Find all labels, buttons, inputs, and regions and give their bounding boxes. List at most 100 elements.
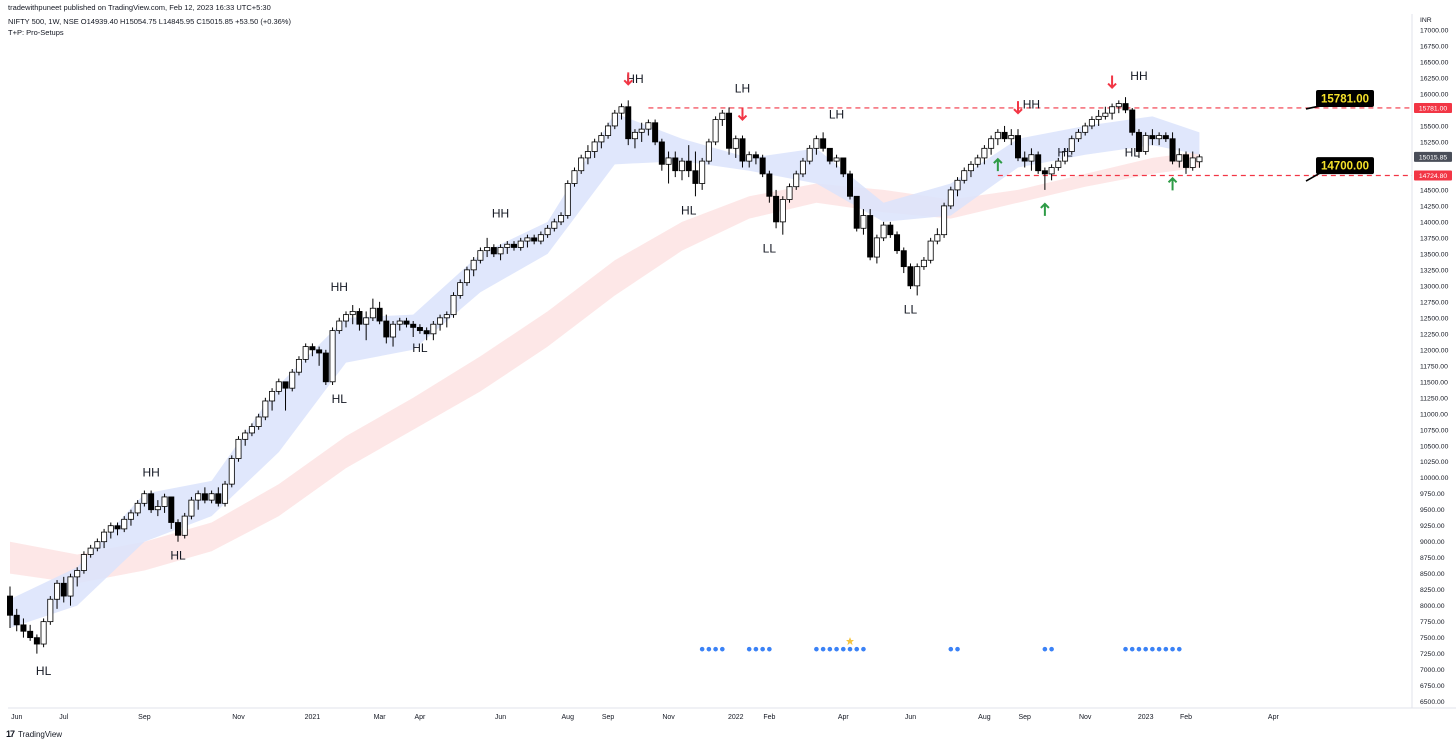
- x-tick-label: Jun: [495, 714, 506, 721]
- candle-body: [1162, 135, 1169, 140]
- y-tick-label: 12000.00: [1420, 347, 1449, 354]
- candle-body: [201, 493, 208, 501]
- candle-body: [1001, 131, 1008, 140]
- candle-body: [1142, 135, 1149, 152]
- candle-body: [67, 576, 74, 597]
- candle-body: [410, 323, 417, 328]
- signal-dot: [955, 646, 960, 652]
- candle-body: [1035, 154, 1042, 172]
- candle-body: [275, 381, 282, 392]
- candle-body: [685, 160, 692, 172]
- candle-body: [1196, 156, 1203, 163]
- candle-body: [598, 135, 605, 143]
- x-tick-label: Nov: [1079, 714, 1092, 721]
- candle-body: [1095, 115, 1102, 120]
- price-axis-bg: [1412, 0, 1456, 708]
- candle-body: [705, 141, 712, 162]
- x-tick-label: Jun: [905, 714, 916, 721]
- candle-body: [712, 119, 719, 143]
- candle-body: [282, 381, 289, 389]
- candle-body: [336, 320, 343, 332]
- candle-body: [813, 138, 820, 149]
- candle-body: [1062, 151, 1069, 162]
- candle-body: [416, 327, 423, 332]
- up-arrow-icon: [1167, 176, 1178, 191]
- candle-body: [403, 320, 410, 325]
- candle-body: [349, 311, 356, 316]
- candle-body: [40, 621, 47, 645]
- y-tick-label: 15250.00: [1420, 139, 1449, 146]
- candle-body: [329, 330, 336, 383]
- candle-body: [988, 138, 995, 149]
- signal-dot: [767, 646, 772, 652]
- tradingview-logo-icon: 17: [6, 729, 15, 739]
- y-tick-label: 12250.00: [1420, 331, 1449, 338]
- candle-body: [692, 170, 699, 184]
- candle-body: [887, 224, 894, 236]
- x-tick-label: Jul: [59, 714, 68, 721]
- candle-body: [121, 518, 128, 530]
- candle-body: [289, 371, 296, 389]
- candle-body: [558, 215, 565, 223]
- swing-label: HL: [1057, 146, 1073, 160]
- candle-body: [578, 157, 585, 172]
- candle-body: [840, 157, 847, 175]
- candle-body: [799, 160, 806, 175]
- candle-body: [638, 128, 645, 133]
- candle-body: [316, 349, 323, 354]
- swing-label: HL: [332, 392, 348, 406]
- candle-body: [699, 160, 706, 184]
- signal-dot: [746, 646, 752, 652]
- signal-dot: [1170, 646, 1175, 652]
- y-tick-label: 14500.00: [1420, 187, 1449, 194]
- candle-body: [793, 173, 800, 188]
- candle-body: [188, 499, 195, 517]
- candle-body: [847, 173, 854, 197]
- candle-body: [914, 266, 921, 287]
- x-tick-label: 2022: [728, 714, 744, 721]
- y-tick-label: 15500.00: [1420, 123, 1449, 130]
- candle-body: [833, 157, 840, 162]
- candle-body: [786, 186, 793, 200]
- signal-dot: [1156, 646, 1162, 652]
- candle-body: [947, 189, 954, 207]
- candle-body: [309, 346, 316, 351]
- candle-body: [766, 173, 773, 197]
- tradingview-brand[interactable]: 17 TradingView: [6, 729, 62, 739]
- candle-body: [208, 493, 215, 501]
- candle-body: [531, 237, 538, 242]
- candle-body: [148, 493, 155, 511]
- down-arrow-icon: [1013, 101, 1023, 115]
- candle-body: [954, 179, 961, 191]
- candle-body: [860, 215, 867, 229]
- candle-body: [880, 224, 887, 239]
- up-arrow-icon: [1040, 202, 1050, 216]
- candle-body: [1021, 157, 1028, 162]
- candle-body: [484, 247, 491, 252]
- candle-body: [54, 582, 61, 600]
- candle-body: [322, 352, 329, 383]
- price-label: 15015.85: [1419, 154, 1448, 161]
- candle-body: [1102, 112, 1109, 117]
- candle-body: [981, 147, 988, 159]
- y-tick-label: 7750.00: [1420, 619, 1445, 626]
- candle-body: [127, 512, 134, 520]
- swing-label: LL: [904, 302, 918, 316]
- candle-body: [1088, 119, 1095, 127]
- candle-body: [1122, 103, 1129, 111]
- candle-body: [1055, 160, 1062, 168]
- signal-dot: [1163, 646, 1169, 652]
- signal-dot: [1150, 646, 1155, 652]
- callout-box: [1316, 157, 1374, 175]
- candle-body: [941, 205, 948, 236]
- y-tick-label: 11500.00: [1420, 379, 1448, 386]
- candle-body: [463, 269, 470, 284]
- candle-body: [1008, 135, 1015, 140]
- signal-dot: [847, 646, 853, 652]
- y-tick-label: 11750.00: [1420, 363, 1448, 370]
- candle-body: [934, 234, 941, 242]
- candle-body: [141, 493, 148, 504]
- swing-label: HH: [492, 206, 509, 220]
- y-tick-label: 16750.00: [1420, 43, 1449, 50]
